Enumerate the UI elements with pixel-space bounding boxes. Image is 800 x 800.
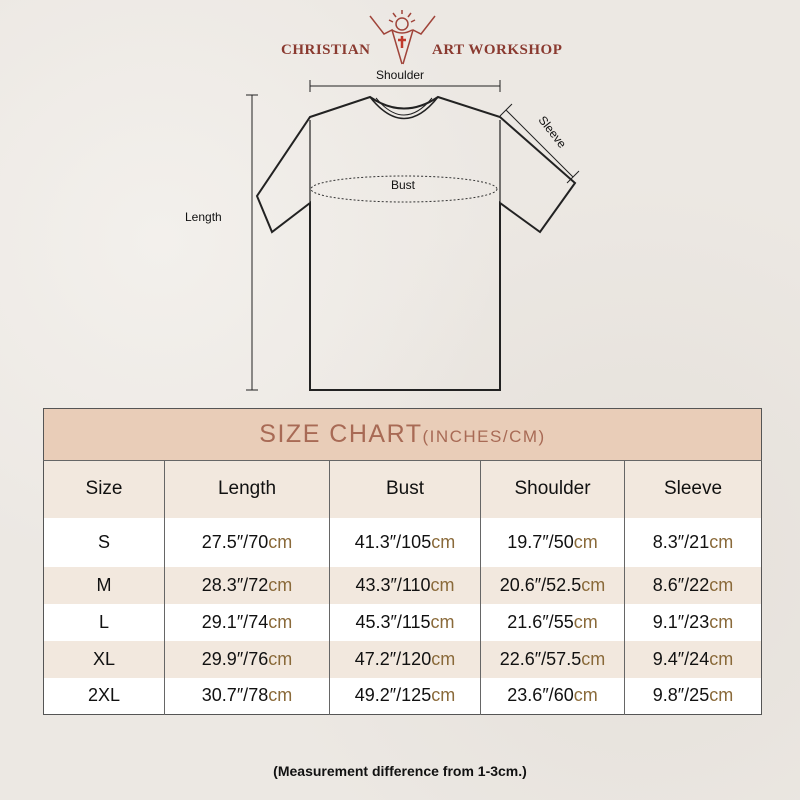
size-cell: XL [43,640,165,678]
length-label: Length [185,210,222,224]
size-cell: 2XL [43,677,165,715]
table-row: XL 29.9″/76cm 47.2″/120cm 22.6″/57.5cm 9.4″/… [43,640,762,678]
header-bust: Bust [329,460,481,518]
measurement-cell: 9.8″/25cm [624,677,762,715]
measurement-cell: 29.1″/74cm [164,603,330,641]
measurement-cell: 23.6″/60cm [480,677,625,715]
measurement-cell: 41.3″/105cm [329,517,481,567]
measurement-cell: 29.9″/76cm [164,640,330,678]
header-sleeve: Sleeve [624,460,762,518]
brand-name-left: CHRISTIAN [281,42,371,58]
measurement-cell: 21.6″/55cm [480,603,625,641]
table-row: 2XL 30.7″/78cm 49.2″/125cm 23.6″/60cm 9.8″/2… [43,677,762,715]
size-cell: M [43,566,165,604]
measurement-cell: 45.3″/115cm [329,603,481,641]
measurement-cell: 19.7″/50cm [480,517,625,567]
size-chart-title: SIZE CHART(INCHES/CM) [43,408,762,461]
measurement-cell: 8.6″/22cm [624,566,762,604]
size-cell: S [43,517,165,567]
header-size: Size [43,460,165,518]
table-row: M 28.3″/72cm 43.3″/110cm 20.6″/52.5cm 8.6″/2… [43,566,762,604]
measurement-cell: 8.3″/21cm [624,517,762,567]
table-row: L 29.1″/74cm 45.3″/115cm 21.6″/55cm 9.1″/23c… [43,603,762,641]
header-shoulder: Shoulder [480,460,625,518]
measurement-cell: 30.7″/78cm [164,677,330,715]
table-header-row: Size Length Bust Shoulder Sleeve [43,460,762,518]
measurement-cell: 49.2″/125cm [329,677,481,715]
measurement-cell: 9.1″/23cm [624,603,762,641]
measurement-cell: 22.6″/57.5cm [480,640,625,678]
shoulder-label: Shoulder [376,68,425,82]
measurement-cell: 9.4″/24cm [624,640,762,678]
measurement-cell: 47.2″/120cm [329,640,481,678]
table-row: S 27.5″/70cm 41.3″/105cm 19.7″/50cm 8.3″/21c… [43,517,762,567]
size-cell: L [43,603,165,641]
measurement-cell: 27.5″/70cm [164,517,330,567]
header-length: Length [164,460,330,518]
tshirt-diagram [246,80,580,391]
logo-icon [369,10,436,65]
measurement-cell: 28.3″/72cm [164,566,330,604]
brand-name-right: ART WORKSHOP [432,42,563,58]
size-chart-table: SIZE CHART(INCHES/CM) Size Length Bust S… [43,408,762,715]
measurement-cell: 20.6″/52.5cm [480,566,625,604]
measurement-cell: 43.3″/110cm [329,566,481,604]
measurement-note: (Measurement difference from 1-3cm.) [273,763,527,779]
bust-label: Bust [391,178,416,192]
